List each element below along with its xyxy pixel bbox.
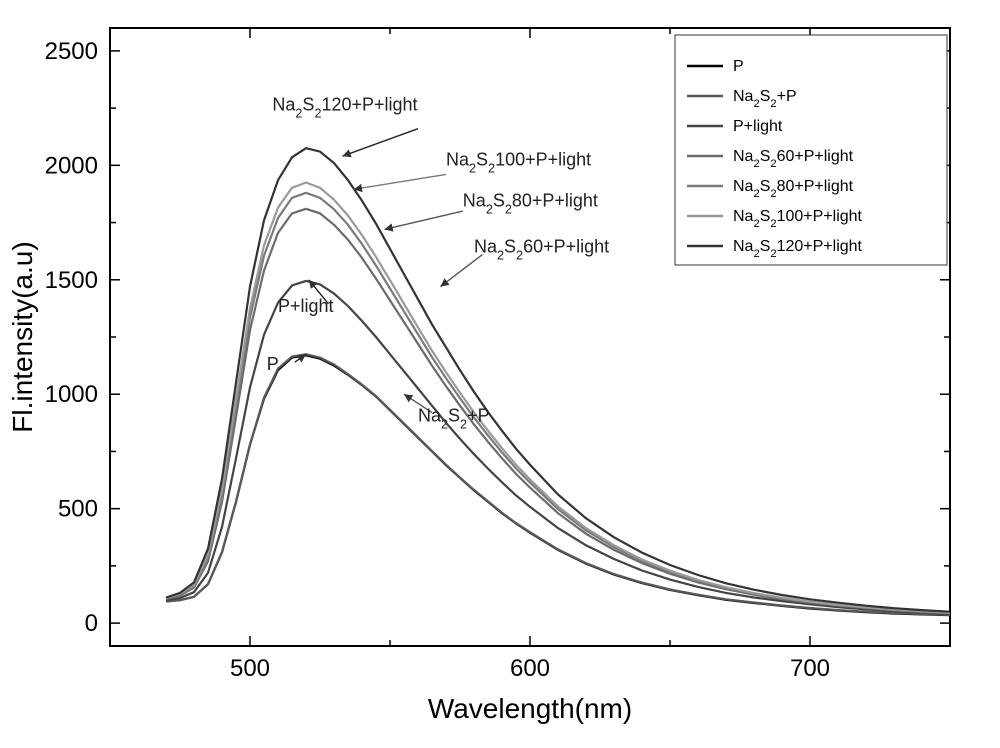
y-tick-label: 2000: [45, 152, 98, 179]
series-P: [166, 355, 950, 615]
y-tick-label: 0: [85, 610, 98, 637]
y-axis-label: Fl.intensity(a.u): [7, 241, 38, 432]
annotation-label: Na2S2120+P+light: [272, 94, 417, 120]
x-tick-label: 700: [790, 655, 830, 682]
annotation-arrow: [384, 211, 462, 229]
annotation-label: Na2S2+P: [418, 406, 490, 432]
x-tick-label: 500: [230, 655, 270, 682]
y-tick-label: 1500: [45, 267, 98, 294]
series-Na2S2 60+P+light: [166, 209, 950, 614]
annotation-label: Na2S2100+P+light: [446, 149, 591, 175]
series-Na2S2+P: [166, 354, 950, 615]
annotation-label: P: [267, 354, 279, 374]
series-P+light: [166, 281, 950, 614]
x-tick-label: 600: [510, 655, 550, 682]
y-tick-label: 1000: [45, 381, 98, 408]
annotation-label: Na2S260+P+light: [474, 236, 609, 262]
annotation-label: P+light: [278, 296, 334, 316]
fluorescence-spectrum-chart: 500 600 700 0 500 1000 1500 2000 2500 Wavelength(…: [0, 0, 1000, 748]
x-axis-label: Wavelength(nm): [428, 693, 632, 724]
annotation-arrow: [440, 255, 482, 287]
legend-label: P+light: [733, 118, 783, 135]
annotation-label: Na2S280+P+light: [463, 191, 598, 217]
annotation-arrow: [342, 129, 418, 156]
y-tick-label: 2500: [45, 38, 98, 65]
legend-label: P: [733, 58, 744, 75]
annotation-arrow: [354, 174, 446, 189]
y-tick-label: 500: [58, 496, 98, 523]
